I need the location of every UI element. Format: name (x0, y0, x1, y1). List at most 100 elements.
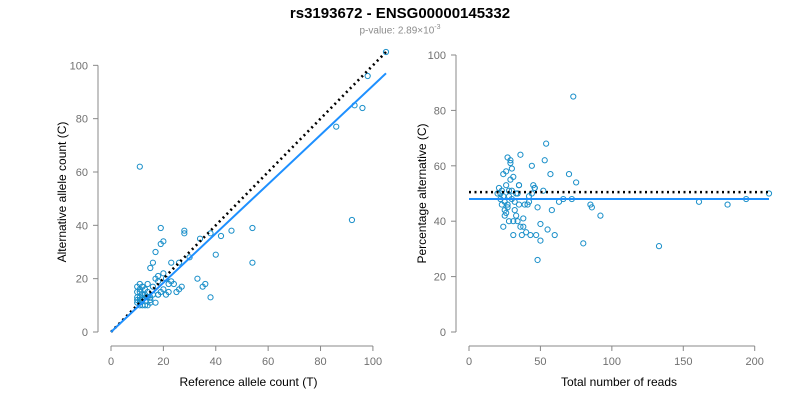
data-point (194, 275, 201, 282)
data-point (511, 207, 518, 214)
data-point (517, 151, 524, 158)
x-tick-label: 0 (466, 356, 472, 368)
data-point (333, 123, 340, 130)
data-point (348, 216, 356, 224)
data-point (551, 231, 558, 239)
data-point (510, 231, 517, 239)
data-point (212, 251, 219, 258)
data-point (173, 288, 180, 296)
data-point (534, 204, 541, 211)
data-point (587, 201, 594, 208)
data-point (136, 163, 143, 170)
data-point (152, 275, 159, 282)
chart-panel-left: 0 20 40 60 80 100 0 20 40 60 80 100 Reference allele… (55, 48, 390, 389)
data-point (541, 157, 548, 164)
y-axis-title: Percentage alternative (C) (415, 123, 429, 263)
data-point (765, 190, 773, 197)
data-point (144, 280, 151, 288)
x-tick-label: 40 (210, 356, 222, 368)
data-point (531, 184, 538, 192)
data-point (597, 212, 604, 219)
data-point (249, 224, 256, 232)
data-point (521, 201, 528, 208)
y-tick-label: 80 (76, 114, 88, 126)
data-point (655, 243, 663, 250)
data-point (495, 184, 503, 192)
data-point (139, 283, 146, 290)
data-point (136, 302, 143, 309)
data-point (570, 93, 577, 100)
x-tick-label: 150 (674, 356, 692, 368)
data-point (533, 231, 540, 239)
data-point (504, 154, 511, 161)
data-point (152, 299, 159, 306)
y-axis-title: Alternative allele count (C) (55, 122, 69, 263)
title-block: rs3193672 - ENSG00000145332 p-value: 2.8… (0, 0, 800, 37)
x-tick-label: 60 (262, 356, 274, 368)
data-point (507, 159, 514, 167)
data-point (134, 296, 141, 304)
data-point (503, 182, 510, 189)
data-point (534, 256, 541, 264)
data-point (249, 259, 256, 266)
fit-line (110, 72, 387, 333)
data-point (207, 294, 214, 301)
data-point (157, 224, 164, 232)
data-point (527, 231, 534, 239)
data-point (501, 207, 508, 214)
data-point (573, 179, 580, 186)
data-point (524, 201, 531, 208)
x-tick-label: 200 (746, 356, 764, 368)
data-point (144, 294, 151, 301)
x-tick-label: 50 (534, 356, 546, 368)
pvalue-label: p-value: 2.89×10-3 (0, 22, 800, 37)
y-tick-label: 60 (434, 161, 446, 173)
data-point (520, 223, 527, 230)
y-tick-label: 20 (76, 274, 88, 286)
data-point (513, 212, 520, 219)
y-tick-label: 0 (440, 327, 446, 339)
data-point (359, 104, 366, 112)
y-tick-label: 60 (76, 167, 88, 179)
data-point (149, 283, 157, 290)
x-tick-label: 20 (157, 356, 169, 368)
data-point (165, 280, 172, 288)
y-tick-label: 100 (428, 50, 446, 62)
data-point (520, 215, 527, 222)
data-point (181, 227, 188, 234)
data-point (147, 264, 154, 272)
data-point (508, 165, 515, 172)
data-point (199, 283, 206, 290)
data-point (504, 201, 511, 208)
data-point (498, 201, 505, 208)
data-point (565, 171, 573, 178)
y-tick-label: 0 (82, 327, 88, 339)
data-point (517, 223, 524, 230)
data-point (155, 291, 162, 298)
data-point (152, 248, 159, 256)
data-point (540, 187, 547, 194)
data-point (547, 171, 554, 178)
data-point (537, 237, 544, 244)
data-point (548, 207, 555, 214)
y-tick-label: 100 (70, 60, 88, 72)
data-point (543, 140, 550, 147)
data-point (514, 218, 521, 225)
data-point (544, 226, 551, 233)
data-point (537, 220, 544, 228)
y-tick-label: 80 (434, 105, 446, 117)
data-point (168, 259, 175, 266)
data-point (382, 48, 390, 56)
data-point (160, 270, 167, 277)
data-point (508, 187, 515, 194)
x-tick-label: 100 (603, 356, 621, 368)
data-point (364, 72, 371, 80)
y-tick-label: 40 (434, 216, 446, 228)
pvalue-prefix: p-value: 2.89×10 (359, 25, 435, 37)
x-axis-title: Total number of reads (561, 375, 677, 389)
data-point (724, 201, 731, 208)
data-point (513, 190, 520, 197)
data-point (515, 182, 523, 189)
data-point (181, 230, 188, 237)
data-points (494, 93, 773, 264)
